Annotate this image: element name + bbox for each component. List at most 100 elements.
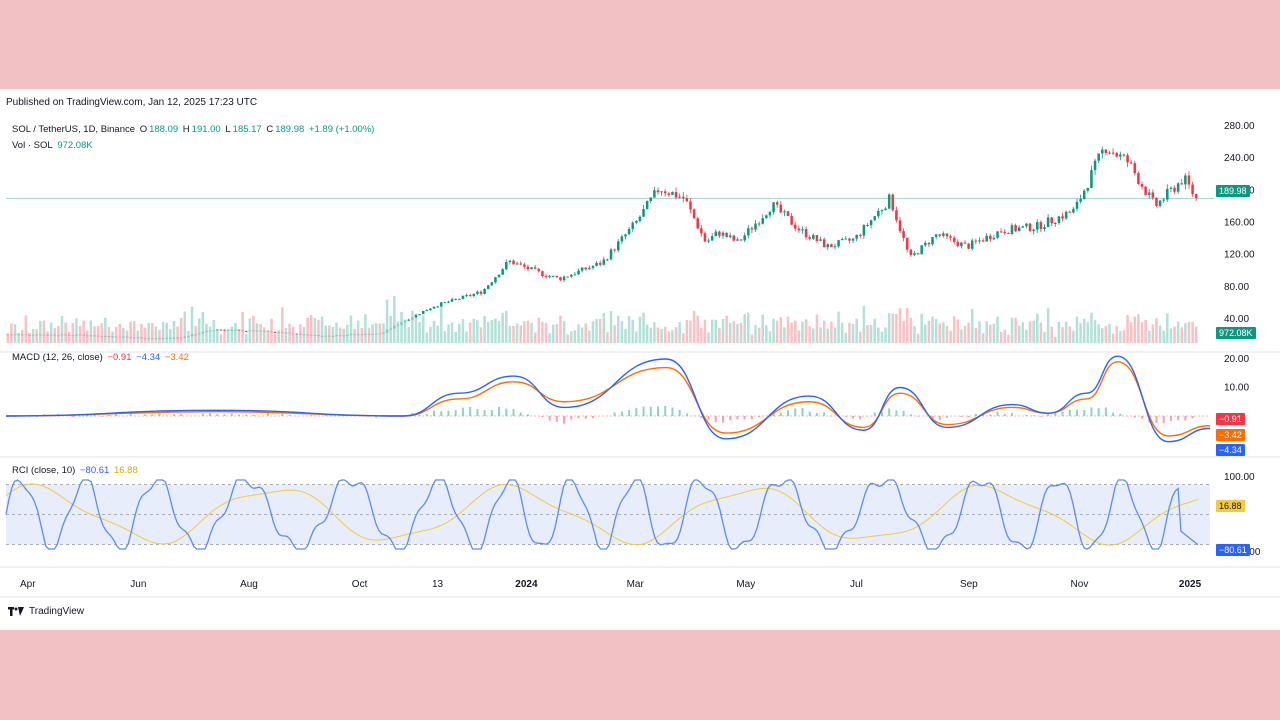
volume-bar [49, 322, 53, 343]
volume-bar [830, 321, 833, 343]
volume-bar [877, 327, 880, 343]
candle-body [508, 260, 512, 263]
volume-bar [927, 320, 931, 343]
macd-label[interactable]: MACD (12, 26, close) [12, 352, 103, 363]
candle-body [952, 237, 956, 242]
volume-bar [880, 331, 884, 343]
macd-line [5, 355, 1211, 443]
macd-histogram-bar [245, 414, 248, 416]
macd-histogram-bar [71, 416, 74, 418]
volume-bar [949, 330, 952, 343]
candle-body [501, 269, 504, 275]
volume-label[interactable]: Vol · SOL [12, 140, 53, 151]
candle-body [703, 233, 707, 242]
symbol-label[interactable]: SOL / TetherUS, 1D, Binance [12, 124, 136, 135]
candle-body [768, 212, 772, 216]
candle-body [869, 220, 873, 226]
volume-bar [378, 323, 382, 343]
volume-value: 972.08K [57, 140, 93, 151]
candle-body [743, 235, 746, 241]
candle-body [1108, 152, 1111, 154]
candle-body [273, 331, 277, 333]
volume-bar [1003, 329, 1007, 343]
candle-body [1039, 222, 1043, 230]
volume-bar [57, 326, 60, 343]
candle-body [1028, 223, 1032, 232]
candle-body [725, 232, 728, 238]
candle-body [710, 236, 714, 241]
volume-bar [985, 321, 988, 343]
volume-bar [234, 323, 237, 343]
candle-body [902, 231, 905, 239]
volume-bar [909, 317, 913, 343]
volume-bar [281, 307, 284, 343]
candle-body [468, 295, 472, 297]
volume-bar [671, 330, 674, 343]
volume-bar [374, 323, 378, 343]
chart-canvas[interactable]: 280.00240.00200.00160.00120.0080.0040.00… [0, 89, 1280, 630]
close-label: C [266, 124, 274, 135]
candle-body [537, 268, 541, 272]
candle-body [591, 266, 595, 268]
candle-body [454, 298, 457, 300]
volume-bar [1007, 334, 1010, 343]
volume-bar [523, 321, 526, 343]
candle-body [1014, 225, 1017, 232]
volume-bar [891, 313, 895, 343]
change-value: +1.89 (+1.00%) [308, 124, 375, 135]
volume-bar [768, 331, 772, 343]
candle-body [1133, 163, 1137, 174]
macd-histogram-bar [100, 416, 103, 417]
volume-bar [1057, 321, 1061, 343]
volume-bar [616, 315, 620, 343]
volume-bar [624, 329, 627, 343]
volume-bar [288, 323, 291, 343]
macd-histogram-bar [880, 411, 883, 416]
macd-histogram-bar [787, 410, 790, 416]
volume-bar [887, 313, 891, 343]
x-tick-label: Mar [627, 579, 645, 590]
x-tick-label: Sep [960, 579, 978, 590]
candle-body [1032, 229, 1035, 232]
volume-bar [320, 316, 324, 343]
volume-bar [1054, 336, 1057, 343]
candle-body [432, 306, 436, 309]
rci-signal-tag: 16.88 [1216, 500, 1245, 512]
candle-body [920, 245, 923, 255]
rci-label[interactable]: RCI (close, 10) [12, 465, 76, 476]
volume-bar [934, 319, 938, 343]
macd-histogram-bar [1169, 416, 1172, 421]
volume-bar [772, 318, 775, 343]
candle-body [728, 235, 732, 238]
volume-bar [143, 327, 147, 343]
volume-bar [1046, 308, 1050, 343]
macd-signal-value: −3.42 [164, 352, 189, 363]
volume-bar [757, 327, 761, 343]
volume-bar [837, 311, 840, 343]
candle-body [653, 190, 656, 198]
candle-body [804, 229, 808, 238]
volume-bar [169, 329, 172, 343]
macd-histogram-bar [115, 413, 118, 416]
volume-bar [1133, 316, 1137, 343]
footer-brand[interactable]: TradingView [29, 606, 85, 617]
published-note: Published on TradingView.com, Jan 12, 20… [6, 97, 258, 108]
volume-bar [999, 331, 1003, 343]
x-tick-label: 13 [432, 579, 444, 590]
volume-bar [356, 320, 360, 343]
candle-body [216, 329, 219, 331]
volume-bar [801, 321, 804, 343]
volume-bar [86, 330, 89, 343]
candle-body [620, 236, 624, 242]
x-tick-label: Aug [240, 579, 258, 590]
macd-histogram-bar [1068, 409, 1071, 416]
candle-body [425, 310, 429, 312]
macd-histogram-bar [454, 410, 457, 416]
candle-body [851, 238, 855, 241]
x-tick-label: Oct [352, 579, 368, 590]
volume-bar [349, 315, 353, 343]
macd-histogram-bar [563, 416, 566, 424]
volume-bar [443, 331, 447, 343]
candle-body [421, 310, 425, 315]
volume-bar [898, 308, 902, 343]
